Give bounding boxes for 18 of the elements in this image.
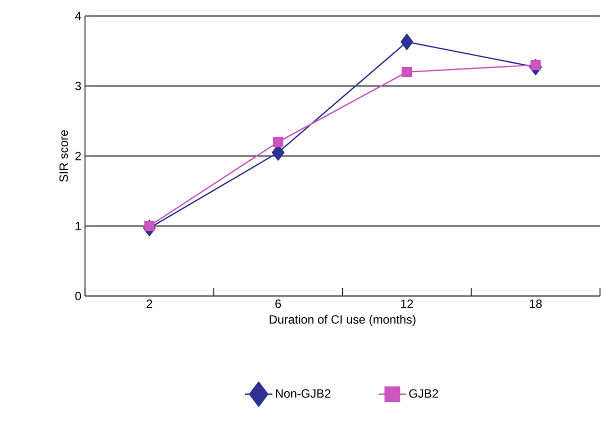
point xyxy=(400,34,414,50)
point xyxy=(272,136,284,148)
y-tick-label: 2 xyxy=(75,152,81,160)
y-tick-label: 3 xyxy=(75,82,81,90)
y-axis-title: SIR score xyxy=(59,130,68,182)
x-tick-label: 2 xyxy=(146,300,152,308)
x-tick-label: 18 xyxy=(530,300,542,308)
legend-label: Non-GJB2 xyxy=(276,389,330,398)
point xyxy=(144,220,155,232)
y-tick-label: 1 xyxy=(76,222,81,230)
x-axis-title: Duration of CI use (months) xyxy=(270,314,416,326)
point xyxy=(402,66,412,78)
y-tick-label: 4 xyxy=(75,12,82,20)
x-tick-label: 12 xyxy=(401,300,413,308)
x-tick-label: 6 xyxy=(275,300,281,308)
y-tick-label: 0 xyxy=(75,292,82,300)
point xyxy=(530,60,541,70)
legend-label: GJB2 xyxy=(409,389,438,398)
